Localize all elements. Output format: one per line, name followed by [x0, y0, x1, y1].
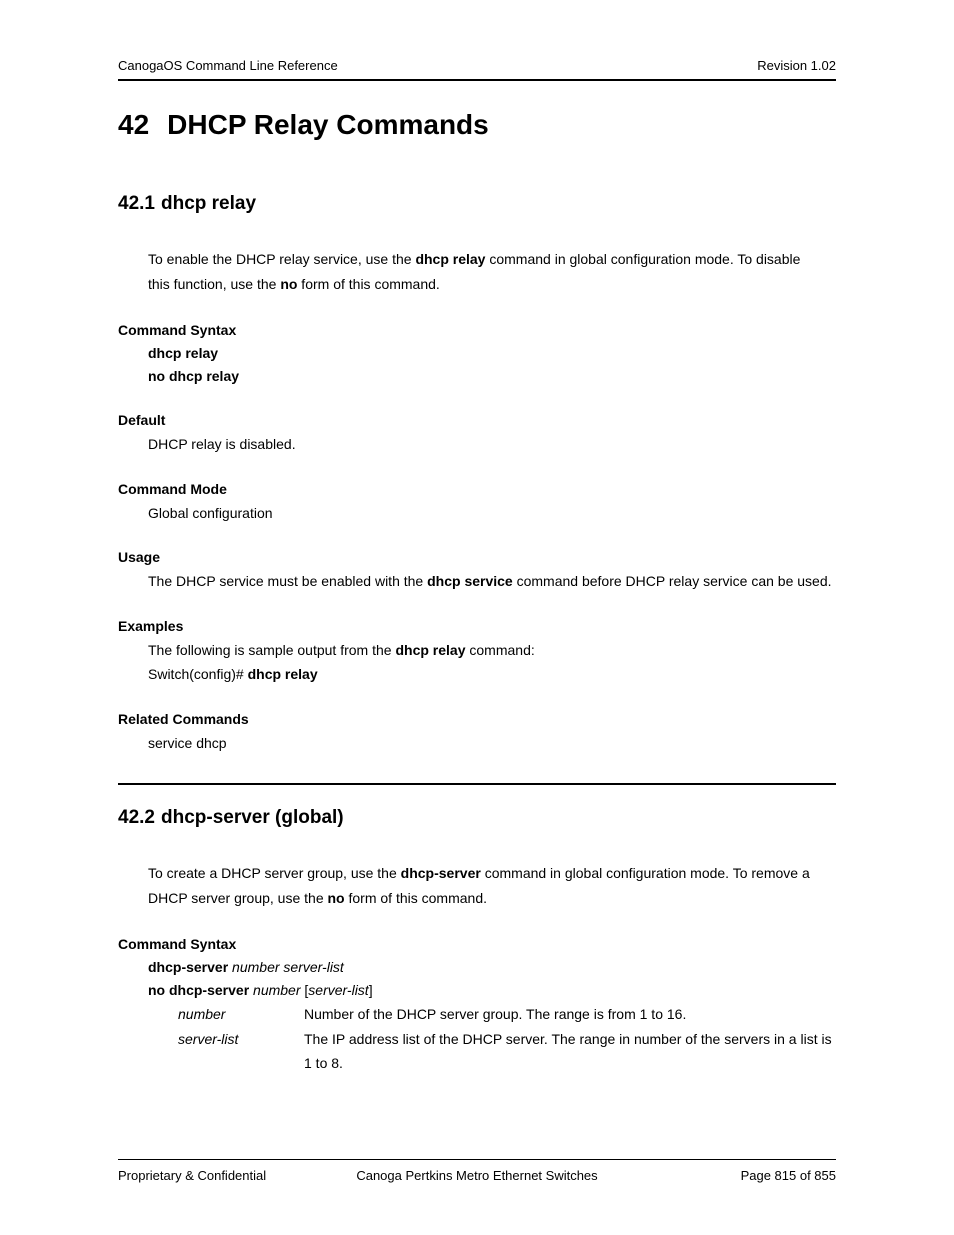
- page-footer: Proprietary & Confidential Canoga Pertki…: [118, 1159, 836, 1183]
- text: command:: [466, 642, 535, 658]
- text: To enable the DHCP relay service, use th…: [148, 251, 415, 267]
- bracket: ]: [369, 982, 373, 998]
- header-left: CanogaOS Command Line Reference: [118, 58, 338, 73]
- section-heading-2: 42.2 dhcp-server (global): [118, 807, 836, 829]
- text: The DHCP service must be enabled with th…: [148, 573, 427, 589]
- section-title: dhcp relay: [161, 193, 256, 214]
- usage-text: The DHCP service must be enabled with th…: [148, 569, 836, 594]
- syntax-label: Command Syntax: [118, 322, 836, 338]
- param-desc: Number of the DHCP server group. The ran…: [304, 1002, 836, 1027]
- footer-left: Proprietary & Confidential: [118, 1168, 266, 1183]
- param: server-list: [308, 982, 368, 998]
- related-commands-block: Related Commands service dhcp: [118, 711, 836, 756]
- keyword-no: no: [280, 276, 297, 292]
- param-desc: The IP address list of the DHCP server. …: [304, 1027, 836, 1076]
- section-divider: [118, 783, 836, 785]
- syntax-line: no dhcp-server number [server-list]: [148, 979, 836, 1002]
- default-block: Default DHCP relay is disabled.: [118, 412, 836, 457]
- example-line: The following is sample output from the …: [148, 638, 836, 663]
- chapter-name: DHCP Relay Commands: [167, 109, 489, 140]
- command-syntax-block-2: Command Syntax dhcp-server number server…: [118, 936, 836, 1076]
- section-heading-1: 42.1 dhcp relay: [118, 193, 836, 215]
- section1-intro: To enable the DHCP relay service, use th…: [148, 247, 826, 296]
- param-name: server-list: [178, 1027, 304, 1076]
- section-number: 42.1: [118, 193, 155, 214]
- header-right: Revision 1.02: [757, 58, 836, 73]
- command-name: dhcp relay: [395, 642, 465, 658]
- section-number: 42.2: [118, 807, 155, 828]
- example-line: Switch(config)# dhcp relay: [148, 662, 836, 687]
- command-mode-block: Command Mode Global configuration: [118, 481, 836, 526]
- default-label: Default: [118, 412, 836, 428]
- text: The following is sample output from the: [148, 642, 395, 658]
- param: number server-list: [228, 959, 344, 975]
- command-name: no dhcp-server: [148, 982, 249, 998]
- command-name: dhcp-server: [148, 959, 228, 975]
- command-name: dhcp relay: [415, 251, 485, 267]
- param-row: number Number of the DHCP server group. …: [178, 1002, 836, 1027]
- usage-label: Usage: [118, 549, 836, 565]
- text: form of this command.: [297, 276, 439, 292]
- related-text: service dhcp: [148, 731, 836, 756]
- chapter-title: 42 DHCP Relay Commands: [118, 109, 836, 141]
- document-page: CanogaOS Command Line Reference Revision…: [0, 0, 954, 1235]
- text: To create a DHCP server group, use the: [148, 865, 401, 881]
- keyword-no: no: [328, 890, 345, 906]
- usage-block: Usage The DHCP service must be enabled w…: [118, 549, 836, 594]
- command-name: dhcp relay: [248, 666, 318, 682]
- param-row: server-list The IP address list of the D…: [178, 1027, 836, 1076]
- footer-right: Page 815 of 855: [741, 1168, 836, 1183]
- mode-label: Command Mode: [118, 481, 836, 497]
- default-text: DHCP relay is disabled.: [148, 432, 836, 457]
- examples-label: Examples: [118, 618, 836, 634]
- command-syntax-block: Command Syntax dhcp relay no dhcp relay: [118, 322, 836, 388]
- command-name: dhcp service: [427, 573, 513, 589]
- syntax-line: dhcp-server number server-list: [148, 956, 836, 979]
- syntax-label: Command Syntax: [118, 936, 836, 952]
- param-name: number: [178, 1002, 304, 1027]
- examples-block: Examples The following is sample output …: [118, 618, 836, 687]
- section2-intro: To create a DHCP server group, use the d…: [148, 861, 826, 910]
- chapter-number: 42: [118, 109, 149, 141]
- syntax-line: dhcp relay: [148, 342, 836, 365]
- syntax-line: no dhcp relay: [148, 365, 836, 388]
- command-name: dhcp-server: [401, 865, 481, 881]
- text: form of this command.: [345, 890, 487, 906]
- page-header: CanogaOS Command Line Reference Revision…: [118, 58, 836, 81]
- related-label: Related Commands: [118, 711, 836, 727]
- prompt: Switch(config)#: [148, 666, 248, 682]
- text: command before DHCP relay service can be…: [513, 573, 832, 589]
- mode-text: Global configuration: [148, 501, 836, 526]
- param: number: [249, 982, 304, 998]
- section-title: dhcp-server (global): [161, 807, 344, 828]
